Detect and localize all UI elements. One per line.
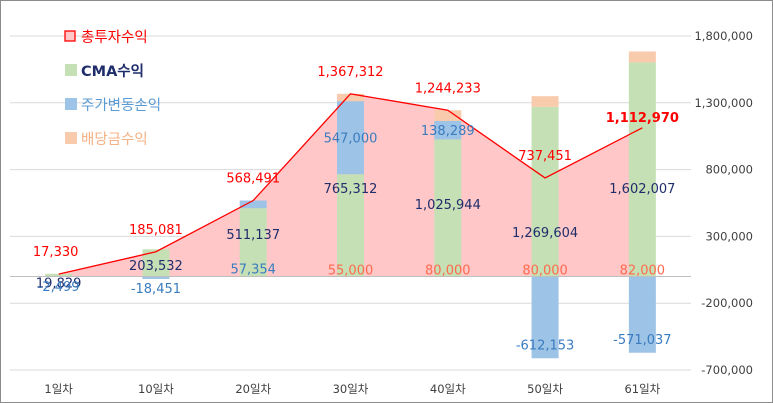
x-tick-label: 20일차 xyxy=(235,382,271,396)
dividend-data-label: 80,000 xyxy=(522,263,568,278)
x-tick-label: 61일차 xyxy=(624,382,660,396)
y-tick-label: 300,000 xyxy=(705,229,753,243)
dividend-data-label: 80,000 xyxy=(425,263,471,278)
total-data-label: 1,367,312 xyxy=(317,65,383,80)
legend-dividend-swatch xyxy=(65,132,77,144)
x-tick-label: 50일차 xyxy=(527,382,563,396)
stock-bar xyxy=(434,120,462,140)
legend-cma-swatch xyxy=(65,64,77,76)
dividend-bar xyxy=(628,51,656,63)
total-data-label: 1,112,970 xyxy=(606,111,679,126)
stock-bar xyxy=(337,101,364,175)
dividend-bar xyxy=(434,110,462,121)
legend-total-label: 총투자수익 xyxy=(81,29,148,46)
cma-bar xyxy=(434,139,462,277)
dividend-bar xyxy=(531,96,559,107)
stock-data-label: -612,153 xyxy=(516,338,574,353)
total-data-label: 1,244,233 xyxy=(415,81,481,96)
x-tick-label: 40일차 xyxy=(430,382,466,396)
cma-data-label: 203,532 xyxy=(129,259,183,274)
stock-data-label: 547,000 xyxy=(324,132,378,147)
stock-bar xyxy=(239,200,267,209)
stock-data-label: 57,354 xyxy=(230,262,276,277)
stock-bar xyxy=(628,276,656,353)
cma-bar xyxy=(531,106,559,277)
cma-data-label: 1,269,604 xyxy=(512,226,578,241)
total-data-label: 737,451 xyxy=(518,149,572,164)
cma-data-label: 19,829 xyxy=(36,276,82,291)
x-tick-label: 1일차 xyxy=(44,382,73,396)
dividend-data-label: 55,000 xyxy=(328,263,374,278)
cma-bar xyxy=(337,174,364,277)
stock-data-label: -2,499 xyxy=(38,280,80,295)
cma-bar xyxy=(239,208,267,277)
cma-bar xyxy=(628,62,656,277)
cma-data-label: 1,025,944 xyxy=(415,198,481,213)
cma-data-label: 1,602,007 xyxy=(609,182,675,197)
total-data-label: 17,330 xyxy=(33,245,79,260)
y-tick-label: -700,000 xyxy=(701,363,753,377)
total-data-label: 568,491 xyxy=(226,172,280,187)
stock-data-label: -18,451 xyxy=(131,282,181,297)
dividend-bar xyxy=(337,93,364,102)
legend-cma-label: CMA수익 xyxy=(81,62,144,80)
cma-data-label: 511,137 xyxy=(226,228,280,243)
stock-bar xyxy=(142,276,170,279)
y-tick-label: 1,800,000 xyxy=(694,29,753,43)
x-tick-label: 30일차 xyxy=(333,382,369,396)
y-tick-label: 800,000 xyxy=(705,163,753,177)
cma-bar xyxy=(45,273,73,277)
stock-data-label: 138,289 xyxy=(421,124,475,139)
legend-dividend-label: 배당금수익 xyxy=(81,131,148,148)
total-line xyxy=(58,93,643,275)
x-tick-label: 10일차 xyxy=(138,382,174,396)
stock-bar xyxy=(531,276,559,359)
legend-stock-label: 주가변동손익 xyxy=(81,97,161,114)
y-tick-label: -200,000 xyxy=(701,296,753,310)
legend-total-swatch xyxy=(64,30,76,42)
dividend-data-label: 82,000 xyxy=(620,263,666,278)
legend-stock-swatch xyxy=(65,98,77,110)
total-data-label: 185,081 xyxy=(129,223,183,238)
cma-data-label: 765,312 xyxy=(324,182,378,197)
stock-data-label: -571,037 xyxy=(613,333,671,348)
y-tick-label: 1,300,000 xyxy=(694,96,753,110)
